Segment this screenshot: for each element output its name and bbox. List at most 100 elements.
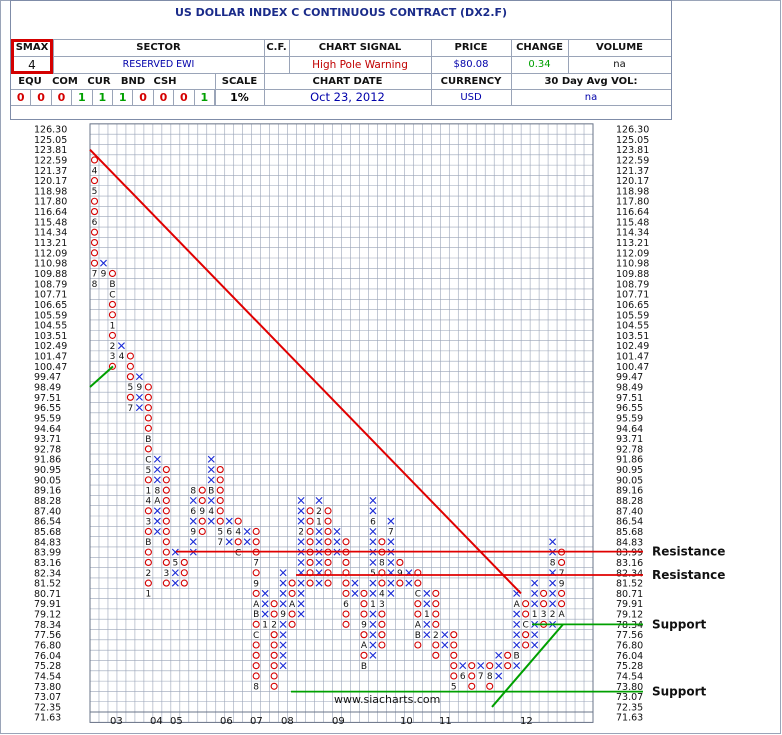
o-box <box>306 507 314 515</box>
o-box <box>108 362 117 370</box>
o-box <box>378 641 386 649</box>
month-marker: 7 <box>92 270 98 280</box>
month-marker: 8 <box>253 682 259 692</box>
x-box <box>279 589 287 597</box>
o-box <box>558 558 566 566</box>
o-box <box>90 177 99 185</box>
o-box <box>396 558 404 566</box>
y-tick-label-right: 89.16 <box>616 486 643 497</box>
y-tick-label-right: 112.09 <box>616 248 649 259</box>
y-tick-label-left: 80.71 <box>34 589 61 600</box>
sector-label: SECTOR <box>136 42 181 53</box>
o-box <box>198 496 206 505</box>
o-box <box>252 651 260 659</box>
month-marker: 4 <box>146 497 152 507</box>
x-box <box>369 579 377 587</box>
o-box <box>126 373 134 381</box>
x-box <box>387 589 395 597</box>
o-box <box>360 651 368 659</box>
x-box <box>315 527 323 535</box>
chart-signal-label: CHART SIGNAL <box>318 42 402 53</box>
month-marker: 5 <box>451 682 457 692</box>
y-tick-label-right: 73.80 <box>616 682 643 693</box>
resistance-label: Resistance <box>652 545 725 559</box>
x-box <box>99 259 107 267</box>
o-box <box>306 538 314 546</box>
y-tick-label-left: 76.04 <box>34 651 61 662</box>
o-box <box>450 651 458 659</box>
month-marker: 7 <box>217 538 223 548</box>
y-tick-label-left: 78.34 <box>34 620 61 631</box>
y-tick-label-right: 87.40 <box>616 506 643 517</box>
month-marker: 6 <box>190 507 196 517</box>
x-box <box>315 497 323 505</box>
month-marker: 3 <box>163 569 169 579</box>
o-box <box>378 631 386 639</box>
y-tick-label-right: 71.63 <box>616 713 643 724</box>
x-axis-label: 04 <box>150 716 163 727</box>
o-box <box>468 672 476 680</box>
y-tick-label-left: 112.09 <box>34 248 67 259</box>
o-box <box>252 569 260 577</box>
y-tick-label-left: 81.52 <box>34 579 61 590</box>
o-box <box>414 610 422 618</box>
avg-volume-label: 30 Day Avg VOL: <box>544 75 638 87</box>
o-box <box>90 197 99 205</box>
y-tick-label-right: 118.98 <box>616 186 649 197</box>
o-box <box>216 496 224 505</box>
month-marker: 4 <box>92 166 98 176</box>
y-tick-label-left: 113.21 <box>34 238 67 249</box>
month-marker: 2 <box>146 569 152 579</box>
month-marker: 3 <box>541 610 547 620</box>
o-box <box>144 507 152 515</box>
x-axis-label: 09 <box>332 716 345 727</box>
month-marker: A <box>154 497 161 507</box>
o-box <box>360 600 368 608</box>
x-box <box>369 589 377 597</box>
change-label: CHANGE <box>516 42 563 53</box>
y-tick-label-left: 116.64 <box>34 207 67 218</box>
y-tick-label-left: 120.17 <box>34 176 67 187</box>
month-marker: 9 <box>397 569 403 579</box>
o-box <box>90 156 99 164</box>
x-box <box>369 558 377 566</box>
x-box <box>171 569 179 577</box>
asset-value-6: 0 <box>133 89 154 105</box>
month-marker: 4 <box>235 528 241 538</box>
o-box <box>162 486 170 494</box>
y-tick-label-left: 108.79 <box>34 279 67 290</box>
month-marker: 7 <box>253 559 259 569</box>
y-tick-label-right: 79.91 <box>616 599 643 610</box>
asset-bnd-label: BND <box>120 75 146 87</box>
o-box <box>396 579 404 587</box>
month-marker: 4 <box>119 352 125 362</box>
y-tick-label-left: 83.16 <box>34 558 61 569</box>
y-tick-label-right: 106.65 <box>616 300 649 311</box>
o-box <box>432 589 440 597</box>
month-marker: 3 <box>379 600 385 610</box>
o-box <box>270 600 278 608</box>
support-label: Support <box>652 617 707 631</box>
y-tick-label-right: 103.51 <box>616 331 649 342</box>
o-box <box>378 579 386 587</box>
y-tick-label-right: 84.83 <box>616 537 643 548</box>
x-box <box>423 631 431 639</box>
o-box <box>468 682 476 690</box>
summary-header: US DOLLAR INDEX C CONTINUOUS CONTRACT (D… <box>10 0 672 120</box>
y-tick-label-right: 90.95 <box>616 465 643 476</box>
asset-com-label: COM <box>52 75 78 87</box>
price-label: PRICE <box>454 42 488 53</box>
o-box <box>324 579 332 587</box>
x-box <box>297 589 305 597</box>
month-marker: A <box>289 600 296 610</box>
y-tick-label-right: 83.16 <box>616 558 643 569</box>
y-tick-label-right: 107.71 <box>616 290 649 301</box>
x-box <box>333 538 341 546</box>
o-box <box>144 548 152 556</box>
x-box <box>513 620 521 628</box>
o-box <box>414 600 422 608</box>
y-tick-label-right: 94.64 <box>616 424 643 435</box>
x-box <box>387 538 395 546</box>
x-box <box>423 589 431 597</box>
o-box <box>144 414 152 422</box>
